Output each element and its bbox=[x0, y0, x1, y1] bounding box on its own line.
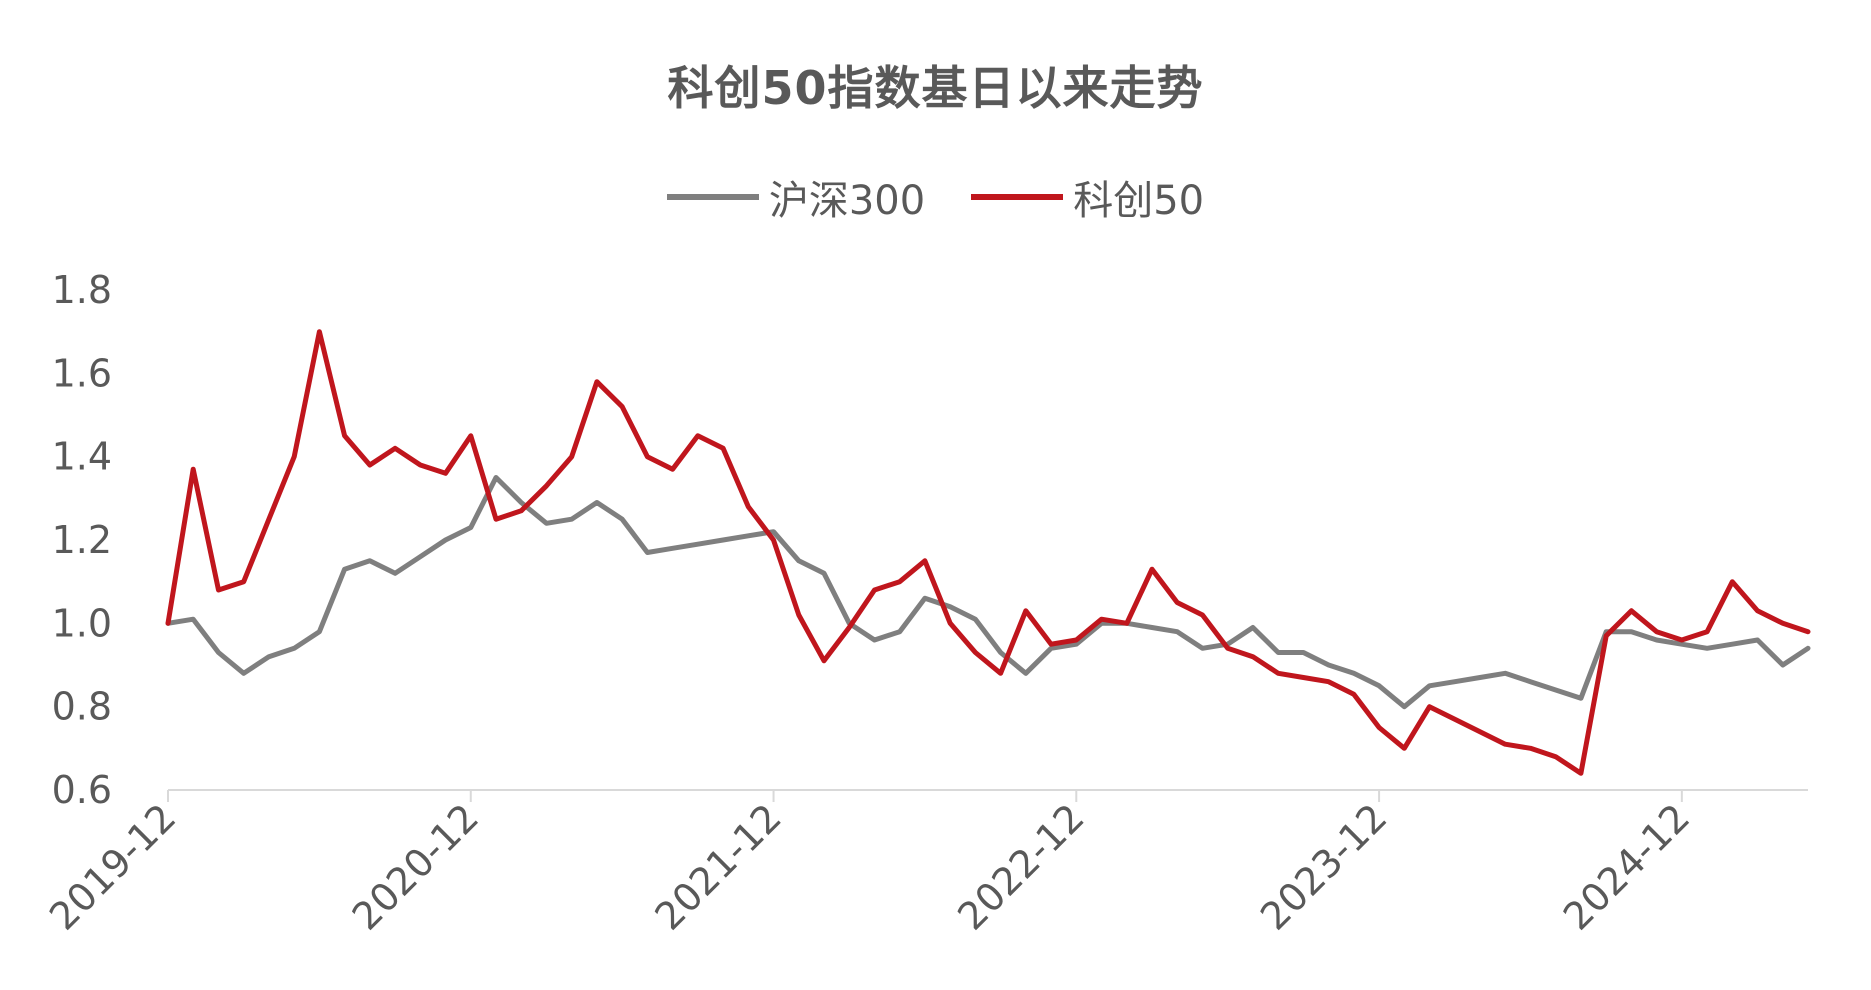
legend-label-hs300: 沪深300 bbox=[768, 178, 926, 224]
legend-item-star50: 科创50 bbox=[971, 168, 1204, 226]
y-axis: 1.8 1.6 1.4 1.2 1.0 0.8 0.6 bbox=[52, 268, 112, 812]
y-tick-label: 0.6 bbox=[52, 768, 112, 812]
x-tick-label: 2024-12 bbox=[1555, 795, 1698, 938]
x-tick-label: 2020-12 bbox=[344, 795, 487, 938]
legend-item-hs300: 沪深300 bbox=[666, 168, 926, 226]
y-tick-label: 1.6 bbox=[52, 351, 112, 395]
y-tick-label: 1.2 bbox=[52, 518, 112, 562]
y-tick-label: 0.8 bbox=[52, 685, 112, 729]
y-tick-label: 1.0 bbox=[52, 601, 112, 645]
chart-title: 科创50指数基日以来走势 bbox=[667, 61, 1204, 115]
x-tick-label: 2023-12 bbox=[1252, 795, 1395, 938]
y-tick-label: 1.8 bbox=[52, 268, 112, 312]
y-tick-label: 1.4 bbox=[52, 435, 112, 479]
x-axis: 2019-12 2020-12 2021-12 2022-12 2023-12 2024-… bbox=[41, 790, 1698, 939]
x-tick-label: 2022-12 bbox=[949, 795, 1092, 938]
legend-swatch-star50 bbox=[971, 194, 1064, 200]
x-tick-label: 2019-12 bbox=[41, 795, 184, 938]
legend: 沪深300 科创50 bbox=[0, 168, 1871, 226]
series-layer bbox=[165, 329, 1811, 776]
series-line-star50 bbox=[165, 329, 1811, 776]
legend-swatch-hs300 bbox=[666, 194, 759, 200]
x-tick-label: 2021-12 bbox=[647, 795, 790, 938]
series-line-hs300 bbox=[165, 475, 1811, 710]
legend-label-star50: 科创50 bbox=[1073, 178, 1205, 224]
